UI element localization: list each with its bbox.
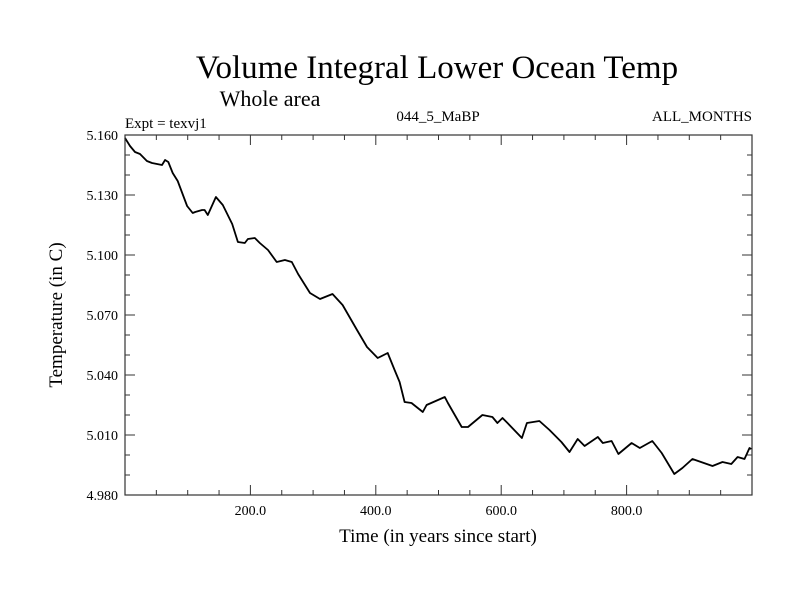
chart-subtitle: Whole area	[220, 86, 321, 111]
x-tick-label: 400.0	[360, 504, 392, 519]
period-label: 044_5_MaBP	[396, 109, 479, 125]
y-tick-label: 5.100	[87, 249, 119, 264]
y-tick-label: 5.040	[87, 369, 119, 384]
y-tick-label: 5.070	[87, 309, 119, 324]
series-line-lower-ocean-temp	[124, 137, 752, 475]
x-tick-label: 800.0	[611, 504, 643, 519]
y-tick-label: 4.980	[87, 489, 119, 504]
axis-tick-labels: 200.0 400.0 600.0 800.0 4.980 5.010 5.040 5.070…	[87, 129, 643, 519]
experiment-label: Expt = texvj1	[125, 116, 207, 132]
y-tick-label: 5.130	[87, 189, 119, 204]
chart-title: Volume Integral Lower Ocean Temp	[196, 50, 678, 86]
months-label: ALL_MONTHS	[652, 109, 752, 125]
plot-frame	[124, 134, 753, 496]
x-axis-label: Time (in years since start)	[339, 526, 537, 547]
x-tick-label: 200.0	[235, 504, 267, 519]
y-axis-label: Temperature (in C)	[46, 242, 67, 387]
axis-ticks	[125, 135, 752, 495]
y-tick-label: 5.160	[87, 129, 119, 144]
y-tick-label: 5.010	[87, 429, 119, 444]
x-tick-label: 600.0	[485, 504, 517, 519]
